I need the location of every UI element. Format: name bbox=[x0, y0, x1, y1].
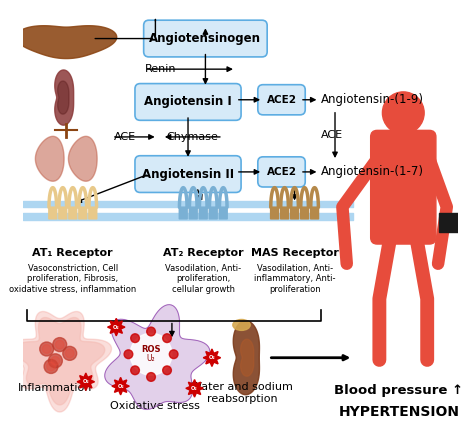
FancyBboxPatch shape bbox=[270, 206, 279, 220]
FancyBboxPatch shape bbox=[68, 206, 77, 220]
Polygon shape bbox=[68, 136, 97, 181]
Text: Vasoconstriction, Cell
proliferation, Fibrosis,
oxidative stress, inflammation: Vasoconstriction, Cell proliferation, Fi… bbox=[9, 264, 137, 293]
FancyBboxPatch shape bbox=[209, 206, 218, 220]
FancyBboxPatch shape bbox=[179, 206, 188, 220]
Circle shape bbox=[42, 345, 51, 353]
Circle shape bbox=[163, 334, 172, 342]
Polygon shape bbox=[58, 81, 69, 114]
Text: MAS Receptor: MAS Receptor bbox=[251, 249, 338, 258]
Circle shape bbox=[53, 337, 67, 352]
Polygon shape bbox=[186, 380, 203, 397]
Circle shape bbox=[463, 194, 474, 210]
Circle shape bbox=[46, 362, 55, 371]
Polygon shape bbox=[105, 304, 210, 409]
Text: Angiotensin I: Angiotensin I bbox=[144, 95, 232, 108]
Text: O₂: O₂ bbox=[113, 325, 119, 330]
Text: HYPERTENSION: HYPERTENSION bbox=[338, 405, 459, 419]
Text: Oxidative stress: Oxidative stress bbox=[110, 401, 201, 411]
FancyBboxPatch shape bbox=[219, 206, 228, 220]
Polygon shape bbox=[108, 319, 125, 336]
Circle shape bbox=[124, 350, 133, 359]
FancyBboxPatch shape bbox=[300, 206, 309, 220]
FancyBboxPatch shape bbox=[189, 206, 198, 220]
Polygon shape bbox=[15, 318, 105, 405]
Circle shape bbox=[130, 333, 172, 375]
Circle shape bbox=[383, 92, 424, 134]
Circle shape bbox=[65, 349, 74, 358]
FancyBboxPatch shape bbox=[58, 206, 67, 220]
Text: Water and sodium
reabsorption: Water and sodium reabsorption bbox=[191, 382, 293, 403]
Text: Angiotensin II: Angiotensin II bbox=[142, 168, 234, 180]
Text: ACE: ACE bbox=[320, 130, 343, 140]
Circle shape bbox=[40, 342, 54, 356]
FancyBboxPatch shape bbox=[135, 156, 241, 192]
Circle shape bbox=[63, 346, 77, 360]
FancyBboxPatch shape bbox=[290, 206, 299, 220]
Circle shape bbox=[55, 340, 64, 349]
Polygon shape bbox=[241, 339, 254, 376]
Polygon shape bbox=[8, 312, 111, 412]
FancyBboxPatch shape bbox=[199, 206, 208, 220]
Text: O₂: O₂ bbox=[191, 386, 198, 391]
Text: ROS: ROS bbox=[141, 345, 161, 354]
Text: ACE: ACE bbox=[114, 132, 136, 142]
Circle shape bbox=[163, 366, 172, 375]
Circle shape bbox=[147, 373, 155, 381]
Circle shape bbox=[131, 334, 139, 342]
Text: Vasodilation, Anti-
proliferation,
cellular growth: Vasodilation, Anti- proliferation, cellu… bbox=[165, 264, 241, 293]
Text: Chymase: Chymase bbox=[166, 132, 219, 142]
FancyBboxPatch shape bbox=[395, 113, 411, 139]
Text: Renin: Renin bbox=[145, 64, 176, 74]
Text: Angiotensin-(1-9): Angiotensin-(1-9) bbox=[320, 93, 424, 106]
FancyBboxPatch shape bbox=[135, 84, 241, 120]
Text: O₂: O₂ bbox=[209, 355, 215, 360]
Circle shape bbox=[48, 354, 63, 368]
Circle shape bbox=[169, 350, 178, 359]
FancyBboxPatch shape bbox=[439, 213, 459, 232]
Text: ACE2: ACE2 bbox=[266, 167, 297, 177]
Text: Angiotensin-(1-7): Angiotensin-(1-7) bbox=[320, 165, 424, 178]
Ellipse shape bbox=[233, 319, 250, 330]
FancyBboxPatch shape bbox=[371, 130, 436, 244]
FancyBboxPatch shape bbox=[258, 157, 305, 187]
FancyBboxPatch shape bbox=[144, 20, 267, 57]
Polygon shape bbox=[36, 136, 64, 181]
FancyBboxPatch shape bbox=[280, 206, 289, 220]
Text: ACE2: ACE2 bbox=[266, 95, 297, 105]
Text: AT₂ Receptor: AT₂ Receptor bbox=[163, 249, 244, 258]
Circle shape bbox=[44, 359, 58, 374]
FancyBboxPatch shape bbox=[88, 206, 98, 220]
Circle shape bbox=[147, 327, 155, 336]
Circle shape bbox=[131, 366, 139, 375]
FancyBboxPatch shape bbox=[48, 206, 57, 220]
Polygon shape bbox=[112, 378, 129, 395]
Polygon shape bbox=[77, 373, 94, 391]
Text: U₂: U₂ bbox=[147, 354, 155, 363]
FancyBboxPatch shape bbox=[78, 206, 87, 220]
FancyBboxPatch shape bbox=[258, 84, 305, 115]
Text: O₂: O₂ bbox=[117, 384, 124, 389]
Polygon shape bbox=[55, 70, 73, 125]
Circle shape bbox=[51, 356, 60, 365]
Text: Angiotensinogen: Angiotensinogen bbox=[149, 32, 262, 45]
FancyBboxPatch shape bbox=[310, 206, 319, 220]
Text: Inflammation: Inflammation bbox=[18, 383, 92, 393]
Text: Vasodilation, Anti-
inflammatory, Anti-
proliferation: Vasodilation, Anti- inflammatory, Anti- … bbox=[254, 264, 335, 293]
Text: Blood pressure ↑: Blood pressure ↑ bbox=[334, 384, 464, 397]
Text: AT₁ Receptor: AT₁ Receptor bbox=[32, 249, 113, 258]
Polygon shape bbox=[203, 349, 220, 367]
Polygon shape bbox=[233, 321, 259, 395]
Text: O₂: O₂ bbox=[82, 379, 89, 384]
Polygon shape bbox=[16, 26, 117, 59]
